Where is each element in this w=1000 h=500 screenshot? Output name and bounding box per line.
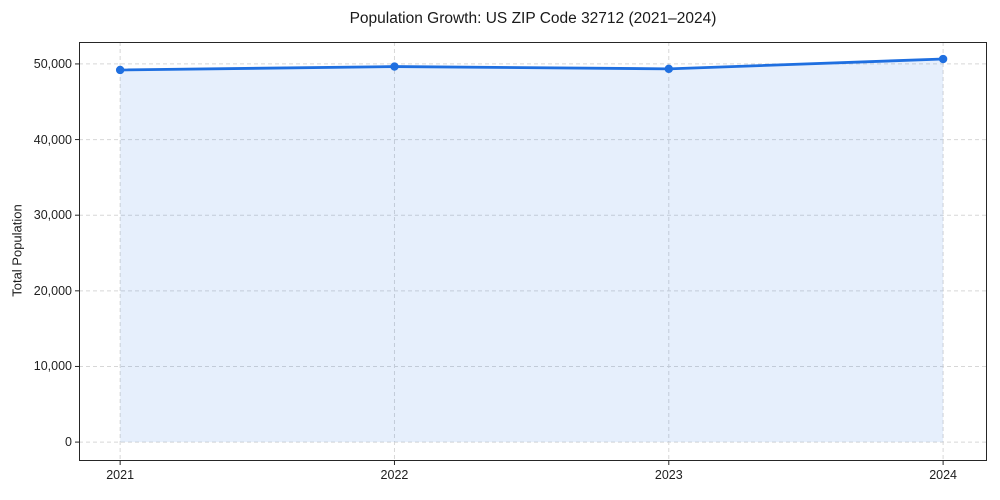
area-fill xyxy=(120,59,944,443)
y-tick-label: 0 xyxy=(65,435,72,450)
y-tick-label: 40,000 xyxy=(33,132,72,147)
x-tick-label: 2022 xyxy=(380,468,409,482)
y-tick-label: 20,000 xyxy=(33,283,72,298)
data-point-marker xyxy=(664,64,673,74)
axis-spine xyxy=(79,42,987,461)
x-tick-label: 2023 xyxy=(654,468,683,482)
x-tick-label: 2021 xyxy=(106,468,135,482)
y-tick-label: 10,000 xyxy=(33,359,72,374)
y-tick-label: 30,000 xyxy=(33,208,72,223)
data-point-marker xyxy=(115,65,125,75)
data-point-marker xyxy=(390,62,399,71)
chart-title: Population Growth: US ZIP Code 32712 (20… xyxy=(349,10,717,27)
y-tick-label: 50,000 xyxy=(33,56,72,71)
data-point-marker xyxy=(938,54,948,64)
x-tick-label: 2024 xyxy=(929,468,957,482)
series-line xyxy=(118,57,945,72)
